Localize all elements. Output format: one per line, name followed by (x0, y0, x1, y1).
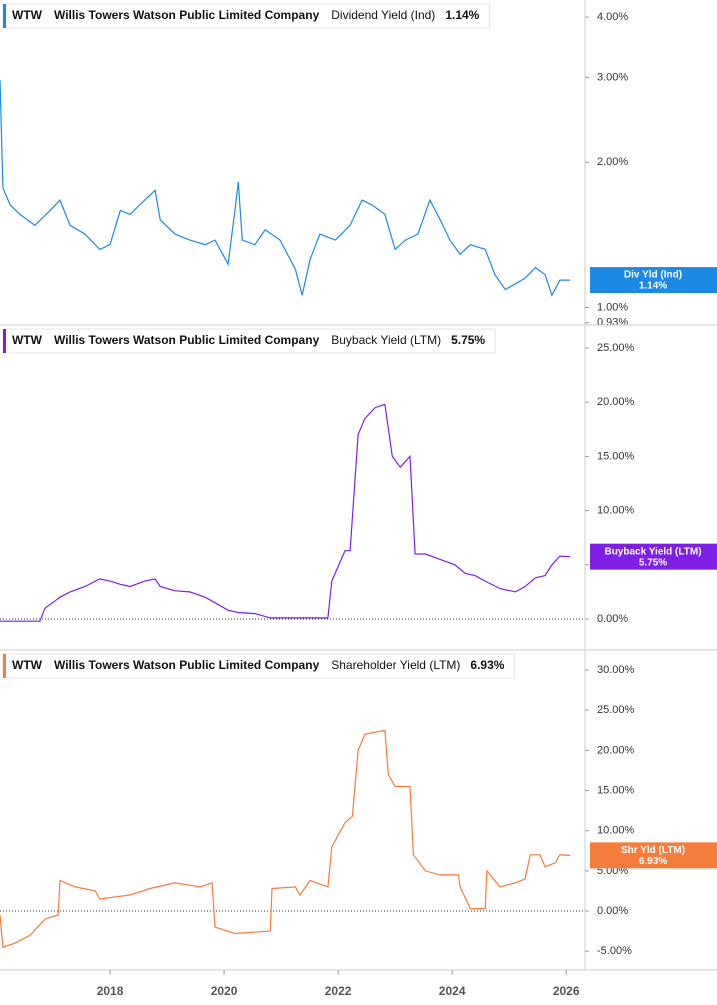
y-tick-label: 30.00% (597, 664, 635, 676)
y-tick-label: 10.00% (597, 825, 635, 837)
header-company: Willis Towers Watson Public Limited Comp… (54, 658, 320, 672)
y-tick-label: 25.00% (597, 704, 635, 716)
header-box (2, 328, 496, 354)
y-tick-label: 0.93% (597, 317, 628, 329)
value-badge (590, 842, 717, 869)
badge-value: 1.14% (639, 281, 667, 292)
y-tick-label: -5.00% (597, 945, 632, 957)
y-tick-label: 4.00% (597, 11, 628, 23)
value-badge (590, 543, 717, 570)
header-current: 6.93% (470, 658, 504, 672)
badge-name: Buyback Yield (LTM) (604, 546, 701, 557)
header-company: Willis Towers Watson Public Limited Comp… (54, 8, 320, 22)
header-metric: Buyback Yield (LTM) (331, 333, 441, 347)
header-accent (3, 329, 6, 353)
header-accent (3, 654, 6, 678)
badge-value: 6.93% (639, 856, 667, 867)
header-ticker: WTW (12, 8, 43, 22)
header-ticker: WTW (12, 658, 43, 672)
header-company: Willis Towers Watson Public Limited Comp… (54, 333, 320, 347)
header-current: 1.14% (445, 8, 479, 22)
y-tick-label: 20.00% (597, 744, 635, 756)
series-line (0, 80, 571, 297)
y-tick-label: 15.00% (597, 450, 635, 462)
badge-name: Shr Yld (LTM) (621, 845, 685, 856)
y-tick-label: 3.00% (597, 71, 628, 83)
y-tick-label: 2.00% (597, 156, 628, 168)
x-tick-label: 2026 (553, 984, 580, 998)
y-tick-label: 25.00% (597, 342, 635, 354)
series-line (0, 729, 571, 949)
header-box (2, 653, 515, 679)
header-metric: Dividend Yield (Ind) (331, 8, 435, 22)
y-tick-label: 0.00% (597, 613, 628, 625)
x-tick-label: 2022 (325, 984, 352, 998)
badge-value: 5.75% (639, 557, 667, 568)
y-tick-label: 20.00% (597, 396, 635, 408)
series-line (0, 403, 571, 622)
x-tick-label: 2020 (211, 984, 238, 998)
x-tick-label: 2024 (439, 984, 466, 998)
value-badge (590, 267, 717, 294)
y-tick-label: 1.00% (597, 301, 628, 313)
y-tick-label: 0.00% (597, 905, 628, 917)
y-tick-label: 10.00% (597, 504, 635, 516)
header: WTW Willis Towers Watson Public Limited C… (2, 3, 490, 29)
badge-name: Div Yld (Ind) (624, 270, 682, 281)
header-box (2, 3, 490, 29)
header-ticker: WTW (12, 333, 43, 347)
y-tick-label: 15.00% (597, 784, 635, 796)
header-current: 5.75% (451, 333, 485, 347)
header: WTW Willis Towers Watson Public Limited C… (2, 328, 496, 354)
header-metric: Shareholder Yield (LTM) (331, 658, 460, 672)
x-tick-label: 2018 (97, 984, 124, 998)
header: WTW Willis Towers Watson Public Limited C… (2, 653, 515, 679)
header-accent (3, 4, 6, 28)
